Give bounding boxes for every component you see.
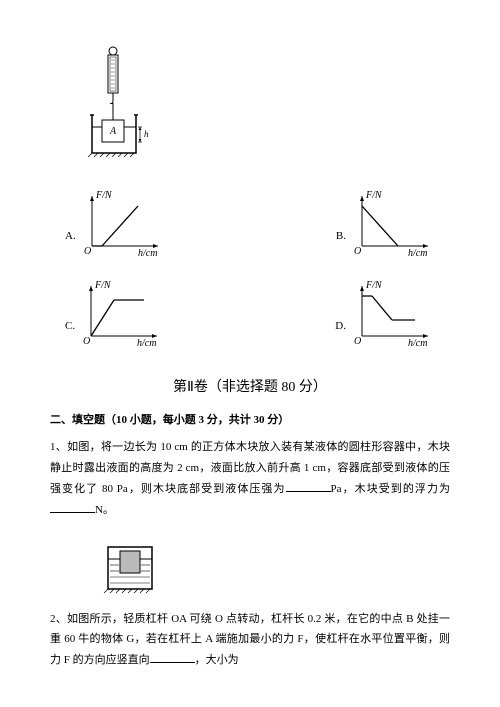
- svg-text:O: O: [354, 336, 361, 347]
- q2-text-1: 如图所示，轻质杠杆 OA 可绕 O 点转动，杠杆长 0.2 米，在它的中点 B …: [50, 613, 450, 667]
- graph-b: F/N h/cm O: [350, 188, 435, 258]
- svg-text:h/cm: h/cm: [408, 338, 427, 348]
- q2-number: 2、: [50, 613, 67, 625]
- graph-a: F/N h/cm O: [80, 188, 165, 258]
- svg-text:h/cm: h/cm: [138, 248, 157, 258]
- option-label-b: B.: [336, 230, 346, 242]
- svg-text:h/cm: h/cm: [137, 338, 156, 348]
- graph-c: F/N h/cm O: [79, 278, 164, 348]
- option-b: B. F/N h/cm O: [336, 188, 435, 258]
- option-label-a: A.: [65, 230, 76, 242]
- q2-blank-1: [150, 650, 195, 663]
- svg-text:F/N: F/N: [95, 190, 113, 201]
- q1-unit-2: N。: [95, 504, 114, 516]
- block-container-figure: [100, 539, 160, 594]
- question-2: 2、如图所示，轻质杠杆 OA 可绕 O 点转动，杠杆长 0.2 米，在它的中点 …: [50, 609, 450, 672]
- svg-text:F/N: F/N: [365, 280, 383, 291]
- subsection-title: 二、填空题（10 小题，每小题 3 分，共计 30 分）: [50, 411, 450, 427]
- question-1: 1、如图，将一边长为 10 cm 的正方体木块放入装有某液体的圆柱形容器中，木块…: [50, 437, 450, 521]
- spring-beaker-figure: A h: [80, 45, 150, 165]
- options-row-2: C. F/N h/cm O D. F/N h/cm O: [50, 278, 450, 348]
- option-c: C. F/N h/cm O: [65, 278, 164, 348]
- option-a: A. F/N h/cm O: [65, 188, 165, 258]
- q1-blank-2: [50, 500, 95, 513]
- svg-text:O: O: [354, 246, 361, 257]
- options-row-1: A. F/N h/cm O B. F/N h/cm O: [50, 188, 450, 258]
- q1-unit-1: Pa，木块受到的浮力为: [331, 483, 450, 495]
- block-label-a: A: [109, 126, 117, 137]
- q1-blank-1: [286, 479, 331, 492]
- svg-text:h/cm: h/cm: [408, 248, 427, 258]
- option-d: D. F/N h/cm O: [335, 278, 435, 348]
- svg-text:F/N: F/N: [94, 280, 112, 291]
- q2-text-2: ，大小为: [195, 654, 239, 666]
- svg-text:F/N: F/N: [365, 190, 383, 201]
- svg-text:O: O: [83, 336, 90, 347]
- option-label-c: C.: [65, 320, 75, 332]
- q1-number: 1、: [50, 441, 67, 453]
- section-title: 第Ⅱ卷（非选择题 80 分）: [50, 376, 450, 396]
- graph-d: F/N h/cm O: [350, 278, 435, 348]
- svg-text:O: O: [84, 246, 91, 257]
- h-label: h: [144, 129, 149, 139]
- option-label-d: D.: [335, 320, 346, 332]
